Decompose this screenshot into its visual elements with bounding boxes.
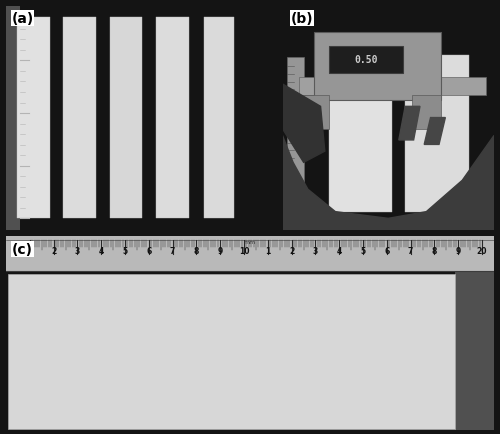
Text: 9: 9 bbox=[456, 247, 461, 256]
Bar bbox=[8, 274, 455, 429]
Text: 6: 6 bbox=[146, 247, 152, 256]
Text: 4: 4 bbox=[336, 247, 342, 256]
Text: 9: 9 bbox=[218, 247, 223, 256]
Bar bbox=[329, 56, 392, 212]
Bar bbox=[314, 33, 441, 100]
Text: 2: 2 bbox=[51, 247, 56, 256]
Bar bbox=[329, 47, 403, 73]
Text: 10: 10 bbox=[239, 247, 250, 256]
Text: 8: 8 bbox=[194, 247, 199, 256]
Text: 4: 4 bbox=[98, 247, 104, 256]
Text: 2: 2 bbox=[289, 247, 294, 256]
Bar bbox=[110, 18, 142, 219]
Text: (c): (c) bbox=[12, 242, 33, 256]
Text: 0.50: 0.50 bbox=[354, 55, 378, 65]
Text: 1: 1 bbox=[265, 247, 270, 256]
Bar bbox=[405, 56, 468, 212]
Polygon shape bbox=[424, 118, 446, 145]
Bar bbox=[455, 237, 494, 430]
Text: 7: 7 bbox=[408, 247, 414, 256]
Bar bbox=[63, 18, 96, 219]
Text: 3: 3 bbox=[313, 247, 318, 256]
Polygon shape bbox=[399, 107, 420, 141]
Bar bbox=[412, 96, 441, 129]
Text: 1: 1 bbox=[27, 247, 32, 256]
Bar bbox=[204, 18, 234, 219]
Text: 20: 20 bbox=[477, 247, 488, 256]
Bar bbox=[300, 96, 329, 129]
Text: 5: 5 bbox=[122, 247, 128, 256]
Text: 8: 8 bbox=[432, 247, 437, 256]
Bar bbox=[286, 58, 304, 197]
Bar bbox=[17, 18, 50, 219]
Bar bbox=[300, 78, 486, 96]
Text: 6: 6 bbox=[384, 247, 390, 256]
Text: 5: 5 bbox=[360, 247, 366, 256]
Polygon shape bbox=[282, 85, 325, 163]
Bar bbox=[156, 18, 188, 219]
Text: (a): (a) bbox=[12, 12, 34, 26]
Bar bbox=[6, 7, 20, 230]
Text: mm: mm bbox=[244, 239, 256, 244]
Text: (b): (b) bbox=[291, 12, 314, 26]
Text: 7: 7 bbox=[170, 247, 175, 256]
Text: 3: 3 bbox=[75, 247, 80, 256]
Polygon shape bbox=[282, 136, 494, 230]
Bar bbox=[6, 237, 494, 271]
